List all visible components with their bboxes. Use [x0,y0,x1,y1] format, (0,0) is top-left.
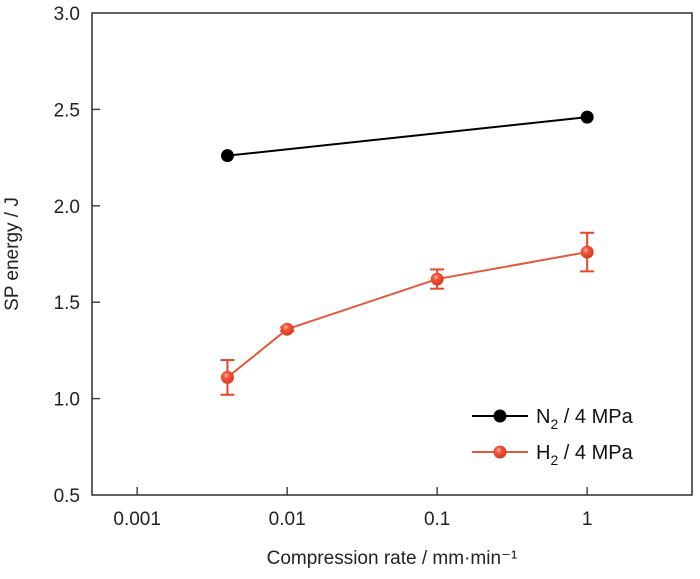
legend-label: N2 / 4 MPa [536,406,634,432]
legend-item-h2: H2 / 4 MPa [472,442,634,468]
legend-item-n2: N2 / 4 MPa [472,406,634,432]
legend-label: H2 / 4 MPa [536,442,634,468]
legend-label-subscript: 2 [550,452,558,468]
data-point [580,110,594,124]
y-axis-title: SP energy / J [2,197,23,311]
x-tick-label: 0.01 [269,509,306,530]
series-line [227,116,588,157]
y-tick-label: 1.0 [54,390,80,411]
legend-label-subscript: 2 [550,416,558,432]
data-point [220,149,234,163]
y-tick-label: 0.5 [54,486,80,507]
series-layer [220,110,595,396]
plot-frame [91,12,693,496]
legend-label-rest: / 4 MPa [558,406,633,428]
y-tick-label: 2.5 [54,100,80,121]
legend-label-main: H [536,442,550,464]
data-point [580,245,594,259]
legend-marker [493,445,507,459]
x-axis-title: Compression rate / mm·min⁻¹ [267,548,518,569]
series-line [226,251,588,379]
data-point [430,272,444,286]
x-tick-label: 0.001 [113,509,161,530]
legend-label-rest: / 4 MPa [558,442,633,464]
y-tick-label: 1.5 [54,293,80,314]
y-tick-label: 3.0 [54,4,80,25]
legend-label-main: N [536,406,550,428]
series-h2 [220,231,595,396]
data-point [280,322,294,336]
x-tick-label: 1 [582,509,593,530]
legend-marker [493,409,507,423]
data-point [220,370,234,384]
axes: 0.001 0.01 0.1 1 0.5 1.0 1.5 2.0 2.5 3.0 [54,4,693,530]
series-n2 [220,110,594,163]
x-tick-label: 0.1 [424,509,450,530]
y-tick-label: 2.0 [54,197,80,218]
